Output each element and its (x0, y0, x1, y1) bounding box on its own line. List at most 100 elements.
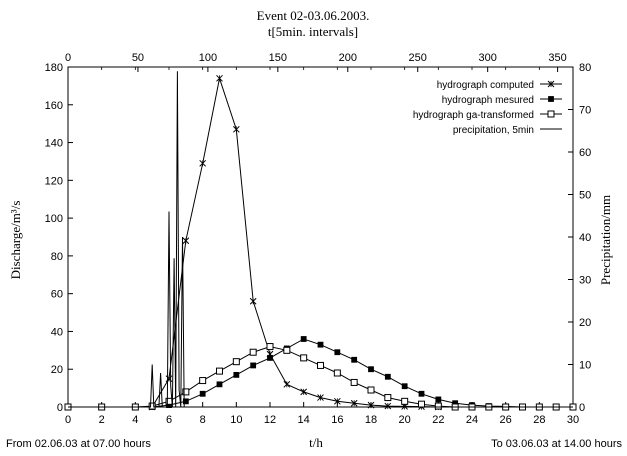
series-point (333, 397, 341, 405)
x2-axis-title: t[5min. intervals] (268, 24, 358, 39)
x2-tick-label: 150 (269, 52, 287, 64)
series-point (317, 341, 324, 348)
series-point (401, 383, 408, 390)
series-point (216, 381, 223, 388)
series-point (418, 390, 425, 397)
y2-tick-label: 70 (579, 105, 591, 117)
series-point (182, 398, 189, 405)
x2-tick-label: 100 (199, 52, 217, 64)
legend-marker (548, 96, 554, 102)
x-tick-label: 28 (533, 414, 545, 426)
series-point (350, 378, 358, 386)
series-point (199, 390, 206, 397)
y-tick-label: 40 (51, 326, 63, 338)
series-point (351, 356, 358, 363)
legend-marker (547, 110, 555, 118)
x-tick-label: 2 (99, 414, 105, 426)
y2-tick-label: 20 (579, 317, 591, 329)
x2-tick-label: 200 (339, 52, 357, 64)
x-tick-label: 12 (264, 414, 276, 426)
series-point (418, 400, 425, 408)
series-point (317, 361, 324, 369)
y2-tick-label: 30 (579, 275, 591, 287)
x-tick-label: 4 (132, 414, 138, 426)
series-point (216, 367, 223, 375)
legend-entry: precipitation, 5min (453, 125, 562, 136)
legend-entry: hydrograph ga-transformed (413, 110, 562, 121)
y-tick-label: 60 (51, 289, 63, 301)
series-point (317, 394, 324, 401)
series-point (249, 348, 257, 356)
series-point (384, 373, 391, 380)
series-point (182, 388, 190, 396)
x-tick-label: 10 (230, 414, 242, 426)
y2-tick-label: 80 (579, 62, 591, 74)
legend-label: hydrograph computed (437, 80, 534, 91)
x-tick-label: 22 (432, 414, 444, 426)
series-point (267, 354, 273, 361)
x2-tick-label: 250 (409, 52, 427, 64)
series-point (233, 371, 240, 378)
legend-entry: hydrograph computed (437, 80, 562, 91)
y-tick-label: 100 (45, 213, 63, 225)
x-tick-label: 0 (65, 414, 71, 426)
series-point (283, 346, 291, 354)
chart-title: Event 02-03.06.2003. (257, 8, 370, 23)
footer-left-note: From 02.06.03 at 07.00 hours (6, 438, 151, 450)
series-point (182, 237, 190, 245)
x-tick-label: 26 (500, 414, 512, 426)
x-tick-label: 24 (466, 414, 478, 426)
series-point (350, 399, 358, 407)
legend-entry: hydrograph mesured (442, 95, 562, 106)
series-point (199, 159, 207, 167)
legend-label: precipitation, 5min (453, 125, 534, 136)
series-point (249, 297, 257, 305)
y-tick-label: 140 (45, 138, 63, 150)
x-tick-label: 6 (166, 414, 172, 426)
x-tick-label: 18 (365, 414, 377, 426)
series-point (384, 402, 392, 410)
y2-tick-label: 0 (579, 402, 585, 414)
y2-tick-label: 60 (579, 147, 591, 159)
x2-tick-label: 300 (478, 52, 496, 64)
series-point (300, 336, 307, 342)
x-axis-title: t/h (309, 435, 323, 450)
series-point (435, 396, 442, 403)
series-point (300, 354, 308, 362)
series-point (250, 362, 257, 369)
legend-label: hydrograph mesured (442, 95, 534, 106)
x-tick-label: 14 (298, 414, 310, 426)
series-point (148, 402, 156, 410)
x-tick-label: 20 (399, 414, 411, 426)
series-point (300, 388, 308, 396)
legend-marker (547, 80, 555, 88)
y2-tick-label: 50 (579, 190, 591, 202)
series-point (232, 358, 240, 366)
y-tick-label: 80 (51, 251, 63, 263)
x-tick-label: 8 (200, 414, 206, 426)
y-tick-label: 120 (45, 175, 63, 187)
series-point (266, 343, 274, 351)
series-point (333, 369, 341, 377)
footer-right-note: To 03.06.03 at 14.00 hours (491, 438, 622, 450)
series-point (232, 125, 240, 133)
y-tick-label: 0 (57, 402, 63, 414)
series-point (401, 397, 409, 405)
y-tick-label: 160 (45, 100, 63, 112)
series-point (199, 377, 207, 385)
y2-tick-label: 40 (579, 232, 591, 244)
series-point (216, 74, 223, 82)
series-point (334, 349, 341, 356)
x2-tick-label: 350 (548, 52, 566, 64)
series-point (384, 394, 392, 402)
x2-tick-label: 50 (132, 52, 144, 64)
x-tick-label: 30 (567, 414, 579, 426)
series-3 (68, 71, 573, 408)
x-tick-label: 16 (331, 414, 343, 426)
series-point (283, 380, 291, 388)
series-line (68, 71, 573, 408)
series-point (434, 402, 442, 410)
y-tick-label: 180 (45, 62, 63, 74)
